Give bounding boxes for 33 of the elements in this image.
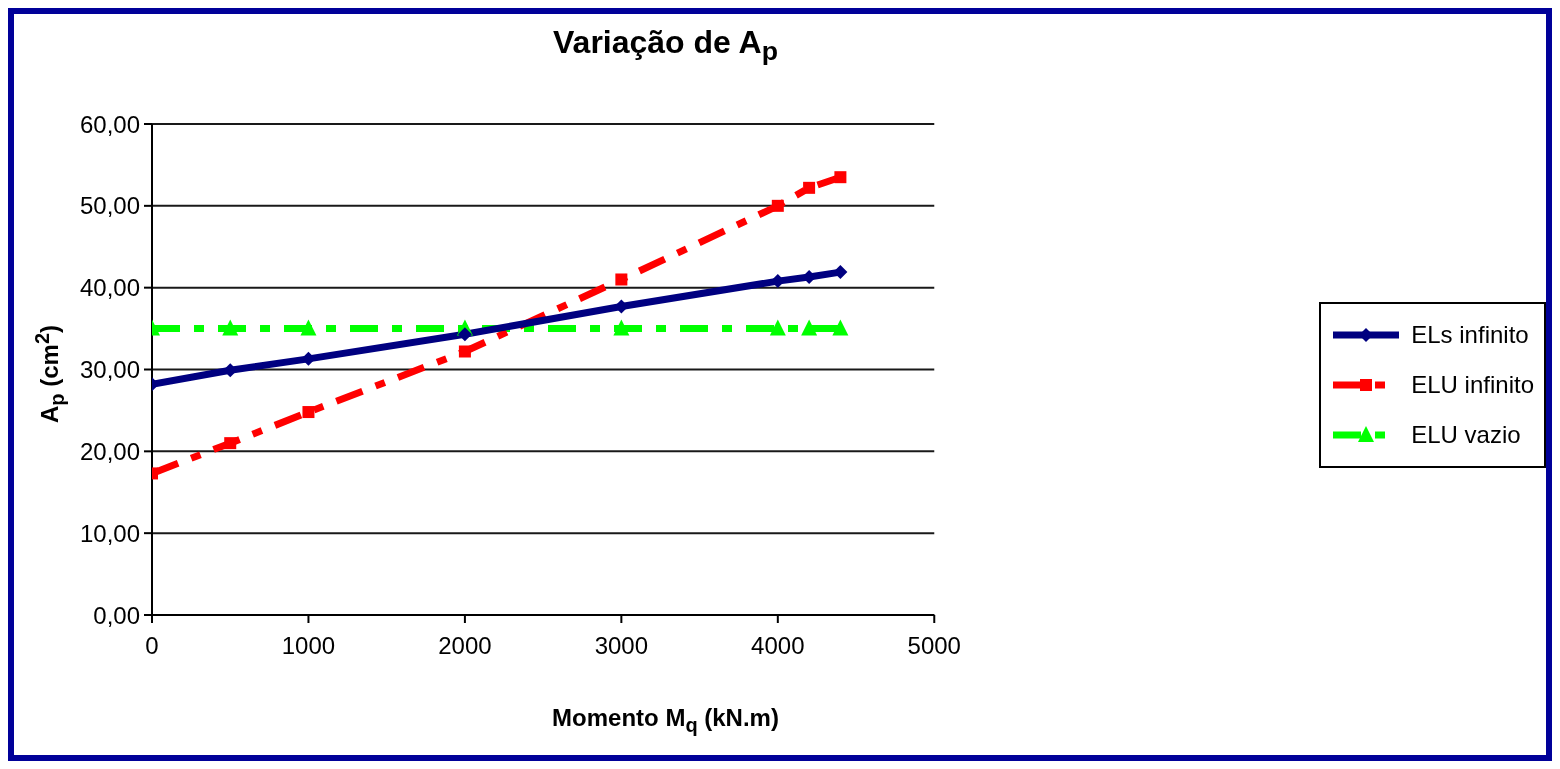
point — [834, 171, 847, 184]
y-tick-label: 50,00 — [79, 192, 140, 220]
x-tick-label: 3000 — [594, 632, 649, 660]
point — [302, 406, 315, 419]
x-tick-label: 5000 — [907, 632, 961, 660]
point — [457, 327, 472, 342]
point — [832, 319, 849, 336]
y-tick-label: 20,00 — [79, 437, 140, 465]
y-tick-label: 60,00 — [79, 110, 140, 138]
point — [801, 319, 818, 336]
y-tick-label: 40,00 — [79, 274, 140, 302]
legend-label: ELs infinito — [1411, 320, 1529, 349]
y-tick-label: 30,00 — [79, 356, 140, 384]
point — [224, 437, 237, 450]
x-tick-label: 2000 — [438, 632, 492, 660]
legend-label: ELU vazio — [1411, 420, 1521, 449]
x-axis-title: Momento M$_{q}$ (kN.m) — [551, 704, 780, 737]
y-tick-label: 0,00 — [93, 601, 140, 629]
point — [300, 319, 317, 336]
legend-label: ELU infinito — [1411, 370, 1534, 399]
point — [803, 181, 816, 194]
point — [833, 265, 848, 280]
x-tick-label: 0 — [145, 632, 159, 660]
point — [222, 319, 239, 336]
point — [769, 319, 786, 336]
chart-title: Variação de A$_{p}$ — [552, 24, 779, 68]
point — [615, 273, 628, 286]
y-tick-label: 10,00 — [79, 519, 140, 547]
point — [771, 199, 784, 212]
point — [613, 319, 630, 336]
x-tick-label: 1000 — [281, 632, 336, 660]
point — [458, 345, 471, 358]
x-tick-label: 4000 — [751, 632, 805, 660]
